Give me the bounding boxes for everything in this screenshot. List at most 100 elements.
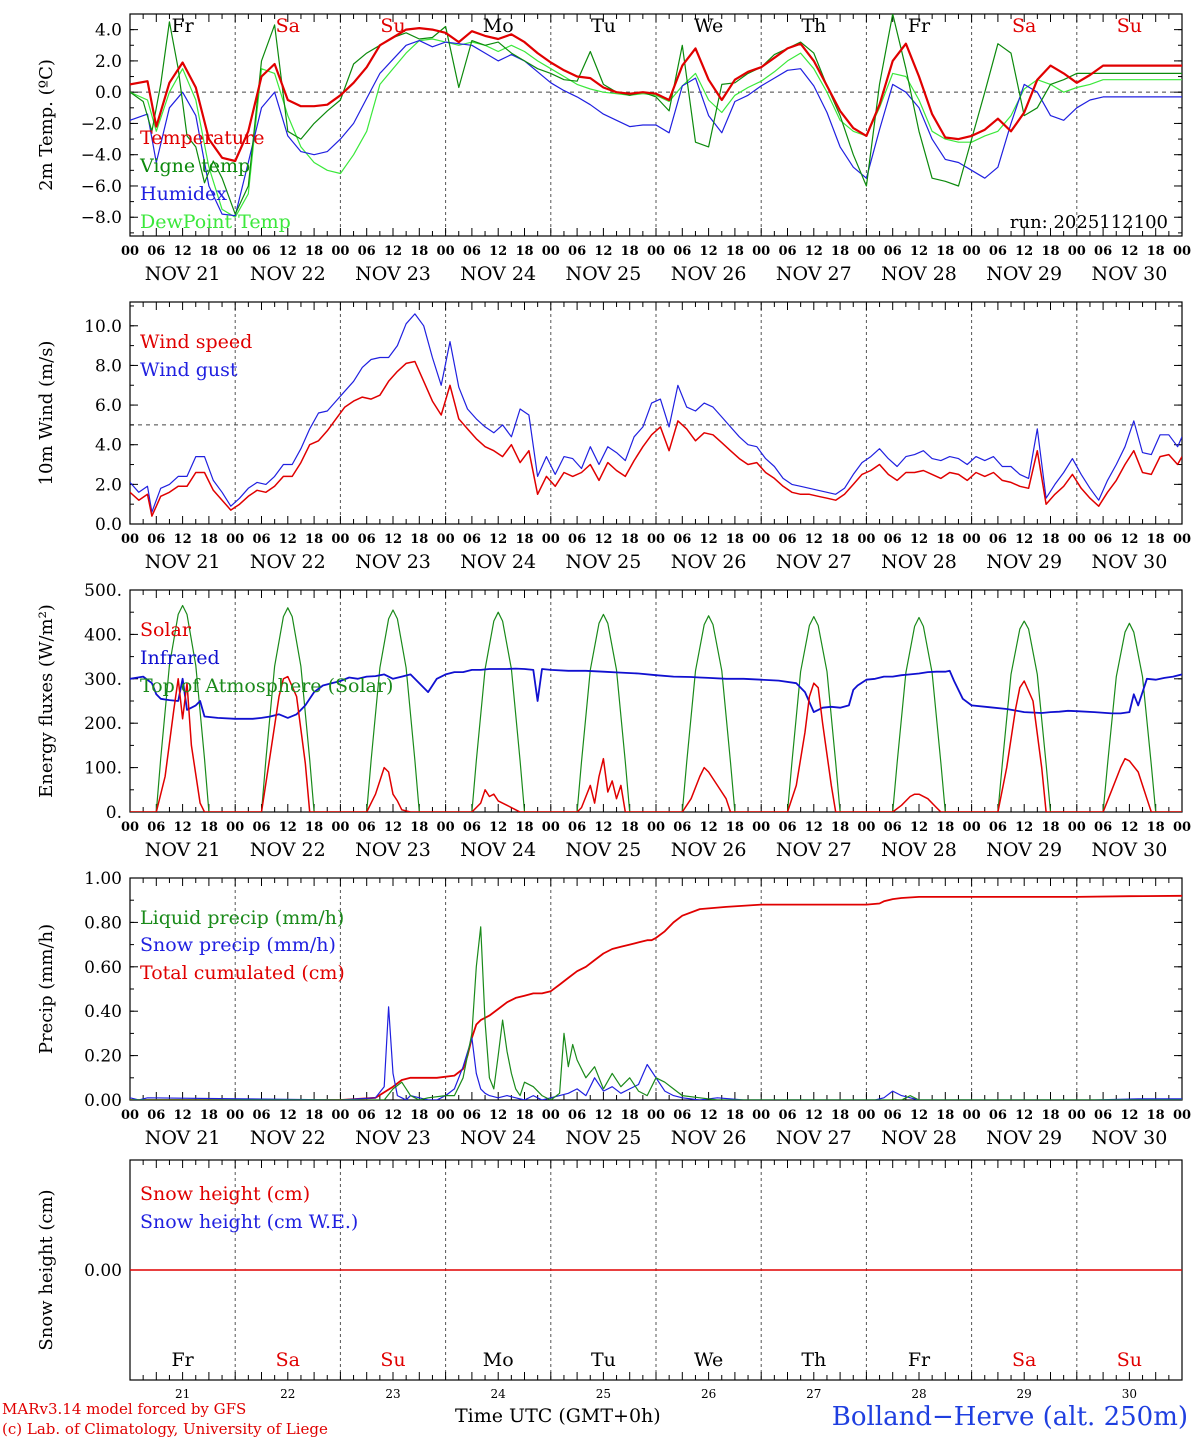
hour-tick-label: 06: [884, 1108, 902, 1123]
hour-tick-label: 12: [910, 1108, 928, 1123]
y-tick-label: 0.00: [84, 1261, 122, 1281]
date-label: NOV 21: [145, 263, 221, 285]
hour-tick-label: 12: [1015, 244, 1033, 259]
weekday-label: Sa: [276, 1349, 300, 1371]
hour-tick-label: 12: [1015, 1108, 1033, 1123]
y-axis-label: Snow height (cm): [36, 1189, 57, 1350]
series-total-cumulated-cm-: [130, 894, 1182, 1100]
hour-tick-label: 12: [279, 532, 297, 547]
weekday-label: Sa: [276, 15, 300, 37]
hour-tick-label: 18: [1041, 1108, 1059, 1123]
date-label: NOV 26: [671, 1127, 747, 1149]
legend-entry: Wind speed: [140, 331, 252, 353]
hour-tick-label: 00: [857, 1108, 875, 1123]
weekday-label: Tu: [591, 15, 616, 37]
date-label: NOV 27: [776, 839, 852, 861]
hour-tick-label: 18: [305, 532, 323, 547]
hour-tick-label: 06: [989, 1108, 1007, 1123]
hour-tick-label: 00: [1068, 244, 1086, 259]
hour-tick-label: 06: [989, 244, 1007, 259]
hour-tick-label: 06: [568, 820, 586, 835]
hour-tick-label: 12: [805, 1108, 823, 1123]
day-number-label: 24: [491, 1387, 507, 1401]
y-tick-label: 0.0: [95, 83, 122, 103]
hour-tick-label: 12: [1120, 532, 1138, 547]
weekday-label: Sa: [1012, 15, 1036, 37]
hour-tick-label: 00: [963, 820, 981, 835]
hour-tick-label: 18: [1147, 244, 1165, 259]
weekday-label: We: [694, 1349, 723, 1371]
y-tick-label: 0.80: [84, 913, 122, 933]
hour-tick-label: 12: [384, 1108, 402, 1123]
hour-tick-label: 12: [910, 244, 928, 259]
hour-tick-label: 00: [963, 1108, 981, 1123]
y-tick-label: 8.0: [95, 356, 122, 376]
hour-tick-label: 06: [463, 1108, 481, 1123]
hour-tick-label: 06: [673, 820, 691, 835]
date-label: NOV 24: [460, 839, 536, 861]
hour-tick-label: 12: [1120, 820, 1138, 835]
hour-tick-label: 12: [700, 244, 718, 259]
series-wind-gust: [130, 313, 1182, 513]
date-label: NOV 28: [881, 1127, 957, 1149]
hour-tick-label: 18: [621, 244, 639, 259]
hour-tick-label: 18: [200, 244, 218, 259]
hour-tick-label: 18: [515, 1108, 533, 1123]
date-label: NOV 29: [986, 263, 1062, 285]
hour-tick-label: 12: [279, 1108, 297, 1123]
hour-tick-label: 00: [647, 244, 665, 259]
hour-tick-label: 12: [384, 532, 402, 547]
hour-tick-label: 00: [542, 244, 560, 259]
hour-tick-label: 06: [673, 244, 691, 259]
date-label: NOV 26: [671, 839, 747, 861]
hour-tick-label: 06: [568, 532, 586, 547]
hour-tick-label: 06: [463, 820, 481, 835]
series-humidex: [130, 39, 1182, 217]
hour-tick-label: 18: [936, 244, 954, 259]
hour-tick-label: 00: [752, 1108, 770, 1123]
series-temperature: [130, 27, 1182, 163]
hour-tick-label: 12: [594, 820, 612, 835]
date-label: NOV 30: [1091, 1127, 1167, 1149]
hour-tick-label: 18: [1147, 820, 1165, 835]
hour-tick-label: 18: [200, 532, 218, 547]
hour-tick-label: 18: [515, 532, 533, 547]
hour-tick-label: 06: [147, 820, 165, 835]
hour-tick-label: 00: [542, 820, 560, 835]
hour-tick-label: 06: [358, 1108, 376, 1123]
hour-tick-label: 00: [331, 532, 349, 547]
panel-wind: 0.0 2.0 4.0 6.0 8.0 10.0 10m Wind (m/s) 00 06 12 1…: [36, 301, 1191, 573]
hour-tick-label: 06: [778, 244, 796, 259]
y-tick-label: 2.0: [95, 475, 122, 495]
hour-tick-label: 18: [621, 1108, 639, 1123]
hour-tick-label: 12: [594, 244, 612, 259]
hour-tick-label: 06: [778, 532, 796, 547]
date-label: NOV 30: [1091, 839, 1167, 861]
date-label: NOV 29: [986, 1127, 1062, 1149]
weekday-label: Fr: [171, 15, 194, 37]
date-label: NOV 28: [881, 839, 957, 861]
hour-tick-label: 18: [831, 820, 849, 835]
y-tick-label: 200.: [84, 714, 122, 734]
legend-entry: DewPoint Temp: [140, 211, 291, 233]
date-label: NOV 25: [565, 263, 641, 285]
hour-tick-label: 06: [1094, 532, 1112, 547]
date-label: NOV 23: [355, 263, 431, 285]
hour-tick-label: 18: [936, 532, 954, 547]
hour-tick-label: 00: [437, 1108, 455, 1123]
day-number-label: 22: [280, 1387, 295, 1401]
hour-tick-label: 00: [226, 820, 244, 835]
y-tick-label: 100.: [84, 759, 122, 779]
hour-tick-label: 12: [805, 244, 823, 259]
x-axis-title: Time UTC (GMT+0h): [455, 1405, 661, 1427]
date-label: NOV 26: [671, 551, 747, 573]
hour-tick-label: 00: [857, 244, 875, 259]
date-label: NOV 24: [460, 1127, 536, 1149]
hour-tick-label: 18: [200, 820, 218, 835]
hour-tick-label: 06: [252, 244, 270, 259]
hour-tick-label: 12: [805, 820, 823, 835]
y-tick-label: 0.: [106, 803, 122, 823]
hour-tick-label: 06: [1094, 1108, 1112, 1123]
y-tick-label: −2.0: [81, 114, 122, 134]
